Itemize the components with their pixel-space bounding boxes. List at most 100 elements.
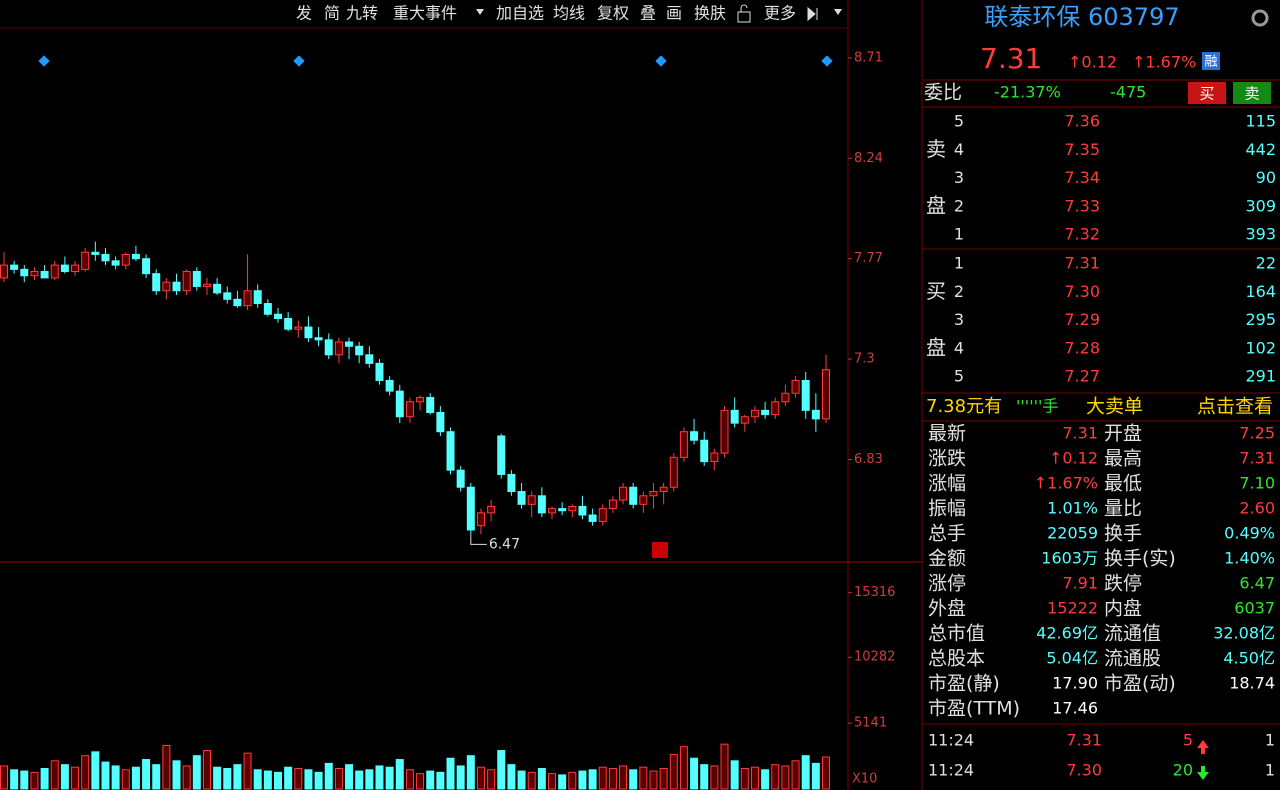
trade-count: 1	[1265, 731, 1275, 750]
buy-label[interactable]: 买	[1199, 85, 1214, 103]
stat-value: 1.01%	[1047, 499, 1098, 518]
ratio-diff: -475	[1110, 83, 1146, 102]
lock-icon[interactable]	[737, 4, 751, 23]
margin-tag-label: 融	[1204, 55, 1217, 70]
event-marker[interactable]	[655, 55, 667, 67]
buy-button[interactable]	[1188, 82, 1226, 104]
candle-body	[162, 281, 171, 292]
banner-type[interactable]: 大卖单	[1086, 396, 1143, 418]
candle-body	[121, 253, 130, 266]
settings-icon[interactable]	[1251, 9, 1269, 27]
stat-label: 外盘	[928, 598, 966, 620]
candle-body	[679, 431, 688, 458]
stat-label: 总手	[928, 523, 966, 545]
trade-volume: 20	[1173, 761, 1193, 780]
candle-body	[152, 273, 161, 292]
volume-bar	[659, 767, 668, 790]
trade-price: 7.31	[1066, 731, 1102, 750]
stat-value: 6037	[1234, 599, 1275, 618]
toolbar-button[interactable]: 换肤	[694, 4, 726, 23]
volume-bar	[436, 771, 445, 790]
volume-bar	[10, 769, 19, 790]
ratio-value: -21.37%	[994, 83, 1061, 102]
event-marker[interactable]	[821, 55, 833, 67]
stat-label: 流通股	[1104, 648, 1161, 670]
volume-bar	[60, 764, 69, 790]
trade-time: 11:24	[928, 731, 974, 750]
volume-bar	[781, 765, 790, 790]
candle-body	[456, 469, 465, 488]
toolbar-button[interactable]: 九转	[346, 4, 378, 23]
candle-body	[40, 271, 49, 279]
candle-body	[405, 401, 414, 418]
candle-body	[20, 268, 29, 277]
volume-bar	[466, 755, 475, 790]
candle-body	[213, 283, 222, 294]
sell-button[interactable]	[1233, 82, 1271, 104]
volume-bar	[0, 765, 8, 790]
volume-bar	[740, 767, 749, 790]
volume-bar	[456, 765, 465, 790]
book-volume: 22	[1256, 254, 1276, 273]
toolbar-button[interactable]: 简	[324, 4, 340, 23]
volume-bar	[355, 770, 364, 790]
banner-action[interactable]: 点击查看	[1197, 396, 1273, 418]
trade-time: 11:24	[928, 761, 974, 780]
toolbar-button[interactable]: 更多	[764, 4, 796, 23]
toolbar-button[interactable]: 加自选	[496, 4, 544, 23]
candle-body	[71, 264, 80, 273]
book-level: 1	[954, 254, 964, 273]
volume-bar	[619, 765, 628, 790]
book-price: 7.29	[1064, 310, 1100, 329]
candle-body	[629, 486, 638, 505]
play-icon[interactable]	[807, 6, 818, 22]
toolbar-button[interactable]: 叠	[640, 4, 656, 23]
candle-body	[314, 337, 323, 341]
candle-body	[771, 401, 780, 416]
finance-icon[interactable]	[652, 542, 668, 558]
volume-bar	[152, 764, 161, 790]
y-tick-label: 7.77	[854, 251, 883, 266]
ratio-label: 委比	[924, 82, 962, 104]
candle-body	[578, 505, 587, 516]
volume-bar	[314, 771, 323, 790]
stat-label: 市盈(动)	[1104, 673, 1176, 695]
margin-tag	[1202, 52, 1220, 70]
book-price: 7.30	[1064, 282, 1100, 301]
volume-bar	[608, 767, 617, 790]
stock-name: 联泰环保 603797	[984, 3, 1179, 31]
price: 7.31	[980, 42, 1042, 75]
volume-bar	[629, 769, 638, 790]
volume-bar	[822, 756, 830, 790]
stat-value: 7.25	[1239, 424, 1275, 443]
candle-body	[395, 390, 404, 418]
candle-body	[669, 456, 678, 488]
event-marker[interactable]	[38, 55, 50, 67]
banner-price[interactable]: 7.38元有	[926, 396, 1002, 417]
volume-bar	[142, 759, 151, 790]
volume-bar	[91, 751, 100, 790]
candle-body	[50, 264, 59, 279]
stat-label: 量比	[1104, 498, 1142, 520]
stat-value: 17.46	[1052, 699, 1098, 718]
book-volume: 291	[1245, 367, 1276, 386]
candle-body	[619, 486, 628, 501]
toolbar-button[interactable]: 发	[296, 4, 312, 23]
volume-bar	[101, 761, 110, 790]
candle-body	[202, 283, 211, 287]
toolbar-button[interactable]: 画	[666, 4, 682, 23]
volume-bar	[263, 770, 272, 790]
volume-bar	[253, 769, 262, 790]
sell-label[interactable]: 卖	[1244, 85, 1259, 103]
banner-qty[interactable]: ''''''手	[1016, 397, 1058, 416]
toolbar-button[interactable]: 均线	[553, 4, 585, 23]
candle-body	[294, 326, 303, 330]
candle-body	[172, 281, 181, 292]
volume-bar	[416, 773, 425, 790]
down-arrow	[1197, 766, 1209, 780]
candle-body	[568, 505, 577, 512]
event-marker[interactable]	[293, 55, 305, 67]
toolbar-button[interactable]: 复权	[597, 4, 629, 23]
candle-body	[365, 354, 374, 364]
toolbar-button[interactable]: 重大事件	[393, 4, 457, 23]
